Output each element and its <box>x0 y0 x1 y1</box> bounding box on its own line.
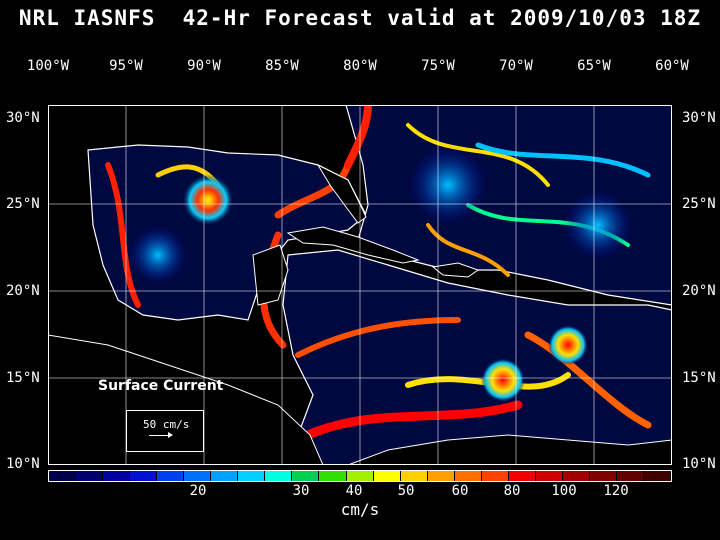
lon-label: 80°W <box>343 58 377 74</box>
cuba-island <box>286 226 420 264</box>
central-america <box>48 334 324 465</box>
surface-current-label: Surface Current <box>98 378 224 394</box>
colorbar-swatch <box>238 471 266 481</box>
colorbar-tick: 100 <box>551 483 577 499</box>
colorbar-tick: 50 <box>397 483 415 499</box>
colorbar-swatch <box>535 471 563 481</box>
map-frame <box>48 105 672 465</box>
colorbar-swatch <box>508 471 536 481</box>
colorbar-swatch <box>184 471 212 481</box>
lat-label: 15°N <box>682 370 716 386</box>
lat-label: 15°N <box>6 370 40 386</box>
colorbar-swatch <box>319 471 347 481</box>
reference-arrow-icon <box>149 432 173 438</box>
colorbar-swatch <box>562 471 590 481</box>
lon-label: 85°W <box>265 58 299 74</box>
colorbar-swatch <box>481 471 509 481</box>
speed-colorbar <box>48 470 672 482</box>
caribbean-eddy <box>481 358 525 402</box>
lon-label: 100°W <box>26 58 70 74</box>
lat-label: 10°N <box>682 456 716 472</box>
florida-peninsula <box>316 163 367 224</box>
colorbar-swatch <box>292 471 320 481</box>
colorbar-swatch <box>454 471 482 481</box>
colorbar-swatch <box>265 471 293 481</box>
colorbar-swatch <box>157 471 185 481</box>
lat-label: 25°N <box>6 196 40 212</box>
lat-label: 25°N <box>682 196 716 212</box>
colorbar-swatch <box>76 471 104 481</box>
lon-label: 70°W <box>499 58 533 74</box>
reference-vector-box: 50 cm/s <box>126 410 204 452</box>
colorbar-swatch <box>346 471 374 481</box>
yucatan-peninsula <box>252 244 289 306</box>
colorbar-swatch <box>211 471 239 481</box>
colorbar-swatch <box>373 471 401 481</box>
colorbar-swatch <box>616 471 645 481</box>
loop-current-eddy <box>182 174 234 226</box>
south-america <box>347 434 672 465</box>
colorbar-tick: 60 <box>451 483 469 499</box>
lat-label: 20°N <box>6 283 40 299</box>
forecast-title: NRL IASNFS 42-Hr Forecast valid at 2009/… <box>18 6 702 30</box>
colorbar-swatch <box>427 471 455 481</box>
lat-label: 30°N <box>6 110 40 126</box>
lon-label: 60°W <box>655 58 689 74</box>
caribbean-sea <box>282 249 672 465</box>
lat-label: 10°N <box>6 456 40 472</box>
colorbar-swatch <box>130 471 158 481</box>
colorbar-tick: 30 <box>292 483 310 499</box>
lon-label: 65°W <box>577 58 611 74</box>
blue-patch <box>563 190 633 260</box>
reference-vector-label: 50 cm/s <box>143 418 190 431</box>
lon-label: 90°W <box>187 58 221 74</box>
colorbar-swatch <box>400 471 428 481</box>
eastern-eddy <box>548 325 588 365</box>
colorbar-tick: 40 <box>345 483 363 499</box>
colorbar-tick: 20 <box>189 483 207 499</box>
colorbar-tick: 80 <box>503 483 521 499</box>
lat-lon-grid <box>48 105 672 465</box>
colorbar-units: cm/s <box>340 500 380 519</box>
colorbar-swatch <box>49 471 77 481</box>
colorbar-swatch <box>589 471 617 481</box>
colorbar-tick: 120 <box>603 483 629 499</box>
lon-label: 95°W <box>109 58 143 74</box>
blue-patch <box>408 145 488 225</box>
lat-label: 20°N <box>682 283 716 299</box>
hispaniola-island <box>431 262 480 278</box>
blue-patch <box>128 225 188 285</box>
colorbar-swatch <box>103 471 131 481</box>
lat-label: 30°N <box>682 110 716 126</box>
lon-label: 75°W <box>421 58 455 74</box>
colorbar-swatch <box>644 471 672 481</box>
current-speed-map <box>48 105 672 465</box>
